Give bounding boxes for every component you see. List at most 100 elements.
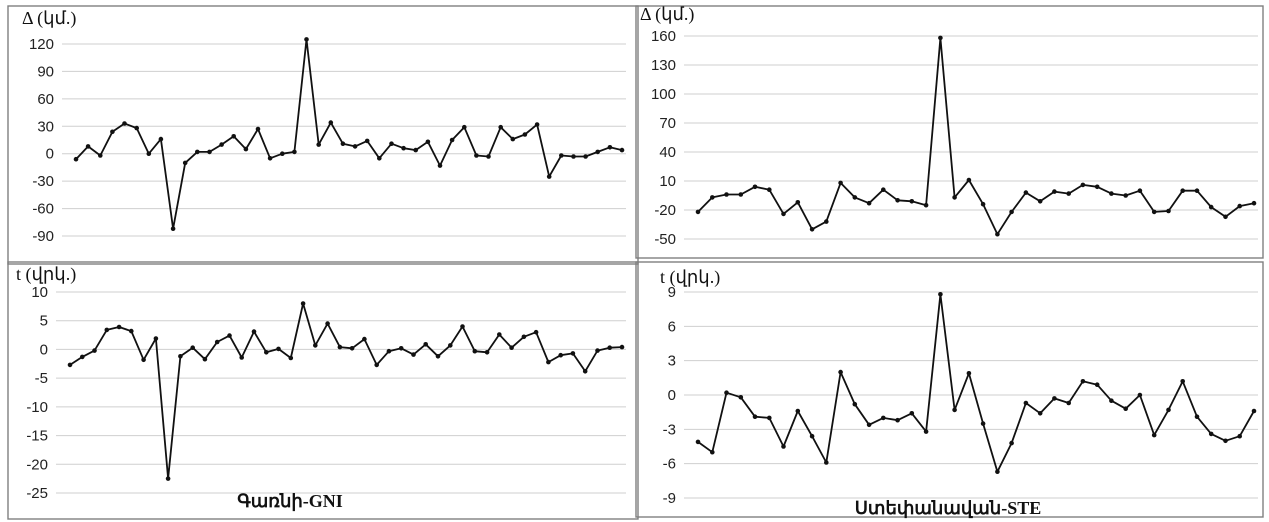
data-point bbox=[1052, 189, 1057, 194]
data-point bbox=[938, 35, 943, 41]
data-point bbox=[582, 369, 588, 374]
data-point bbox=[583, 154, 588, 159]
data-point bbox=[546, 359, 551, 365]
data-point bbox=[474, 153, 479, 158]
y-tick-label: -15 bbox=[26, 428, 48, 445]
data-point bbox=[895, 198, 900, 203]
data-point bbox=[425, 139, 431, 145]
y-tick-label: -25 bbox=[26, 485, 48, 502]
data-point bbox=[1080, 379, 1086, 384]
data-point bbox=[1066, 400, 1071, 406]
data-point bbox=[313, 343, 318, 348]
data-point bbox=[497, 332, 502, 337]
data-point bbox=[607, 145, 613, 150]
data-point bbox=[67, 362, 73, 368]
data-point bbox=[364, 138, 370, 144]
y-tick-label: -20 bbox=[654, 202, 676, 219]
data-point bbox=[1109, 398, 1114, 404]
y-tick-label: -6 bbox=[663, 456, 676, 473]
data-point bbox=[129, 328, 134, 334]
data-point bbox=[852, 401, 858, 407]
data-point bbox=[881, 415, 886, 421]
data-point bbox=[411, 352, 416, 357]
data-point bbox=[80, 354, 85, 360]
data-point bbox=[328, 120, 334, 125]
data-point bbox=[710, 449, 715, 455]
data-point bbox=[895, 417, 900, 423]
data-point bbox=[165, 476, 171, 481]
data-point bbox=[1137, 188, 1143, 193]
data-point bbox=[362, 336, 367, 342]
data-point bbox=[1223, 438, 1228, 444]
data-point bbox=[195, 149, 200, 155]
y-tick-label: 90 bbox=[37, 63, 54, 80]
data-point bbox=[288, 355, 294, 361]
data-point bbox=[267, 156, 273, 161]
data-point bbox=[448, 343, 453, 348]
y-axis-label: Δ (կմ.) bbox=[640, 4, 694, 25]
data-point bbox=[738, 395, 744, 400]
data-point bbox=[866, 422, 872, 428]
data-point bbox=[1037, 199, 1043, 204]
data-point bbox=[752, 184, 758, 190]
data-point bbox=[619, 147, 625, 153]
data-point bbox=[214, 339, 220, 345]
data-point bbox=[1109, 191, 1114, 196]
y-tick-label: 70 bbox=[659, 115, 676, 132]
data-point bbox=[522, 132, 528, 137]
data-point bbox=[809, 433, 815, 439]
data-point bbox=[1151, 432, 1157, 438]
data-point bbox=[1052, 396, 1057, 401]
y-tick-label: -60 bbox=[32, 201, 54, 218]
data-point bbox=[170, 226, 176, 231]
data-point bbox=[980, 201, 986, 207]
data-point bbox=[738, 192, 744, 197]
chart-panel-2: 160 130 100 70 40 10 -20 -50 Δ (կմ.) bbox=[635, 4, 1264, 259]
data-point bbox=[509, 345, 514, 351]
data-point bbox=[795, 200, 801, 205]
data-point bbox=[251, 329, 257, 334]
data-point bbox=[141, 357, 146, 363]
data-point bbox=[340, 141, 346, 146]
data-point bbox=[484, 350, 490, 355]
data-point bbox=[619, 344, 625, 350]
data-point bbox=[995, 231, 1000, 237]
data-point bbox=[276, 346, 281, 352]
y-tick-label: -9 bbox=[663, 490, 676, 507]
y-tick-label: 5 bbox=[40, 313, 48, 330]
series-line bbox=[697, 37, 1255, 236]
data-point bbox=[1251, 408, 1257, 414]
data-point bbox=[243, 146, 249, 152]
data-point bbox=[559, 153, 564, 158]
data-point bbox=[1180, 188, 1185, 193]
data-point bbox=[838, 369, 843, 375]
data-point bbox=[570, 351, 576, 356]
data-point bbox=[1208, 431, 1214, 437]
data-point bbox=[995, 469, 1000, 475]
data-point bbox=[1180, 379, 1185, 384]
data-point bbox=[413, 147, 419, 153]
data-point bbox=[182, 160, 188, 166]
data-point bbox=[231, 134, 236, 139]
y-tick-label: -90 bbox=[32, 228, 54, 245]
data-point bbox=[881, 187, 886, 192]
y-tick-label: -20 bbox=[26, 456, 48, 473]
data-point bbox=[449, 137, 455, 143]
data-point bbox=[1009, 440, 1014, 446]
data-point bbox=[767, 415, 772, 421]
y-tick-label: 3 bbox=[668, 353, 676, 370]
data-point bbox=[116, 324, 122, 330]
data-point bbox=[1237, 203, 1242, 209]
data-point bbox=[1094, 184, 1100, 190]
data-point bbox=[462, 124, 467, 130]
data-point bbox=[852, 195, 858, 200]
data-point bbox=[316, 142, 322, 147]
chart-caption: Գառնի-GNI bbox=[237, 491, 343, 512]
data-point bbox=[795, 408, 801, 414]
data-point bbox=[219, 142, 224, 147]
data-point bbox=[923, 202, 929, 208]
y-axis-label: t (վրկ.) bbox=[660, 267, 720, 288]
data-point bbox=[227, 333, 232, 338]
